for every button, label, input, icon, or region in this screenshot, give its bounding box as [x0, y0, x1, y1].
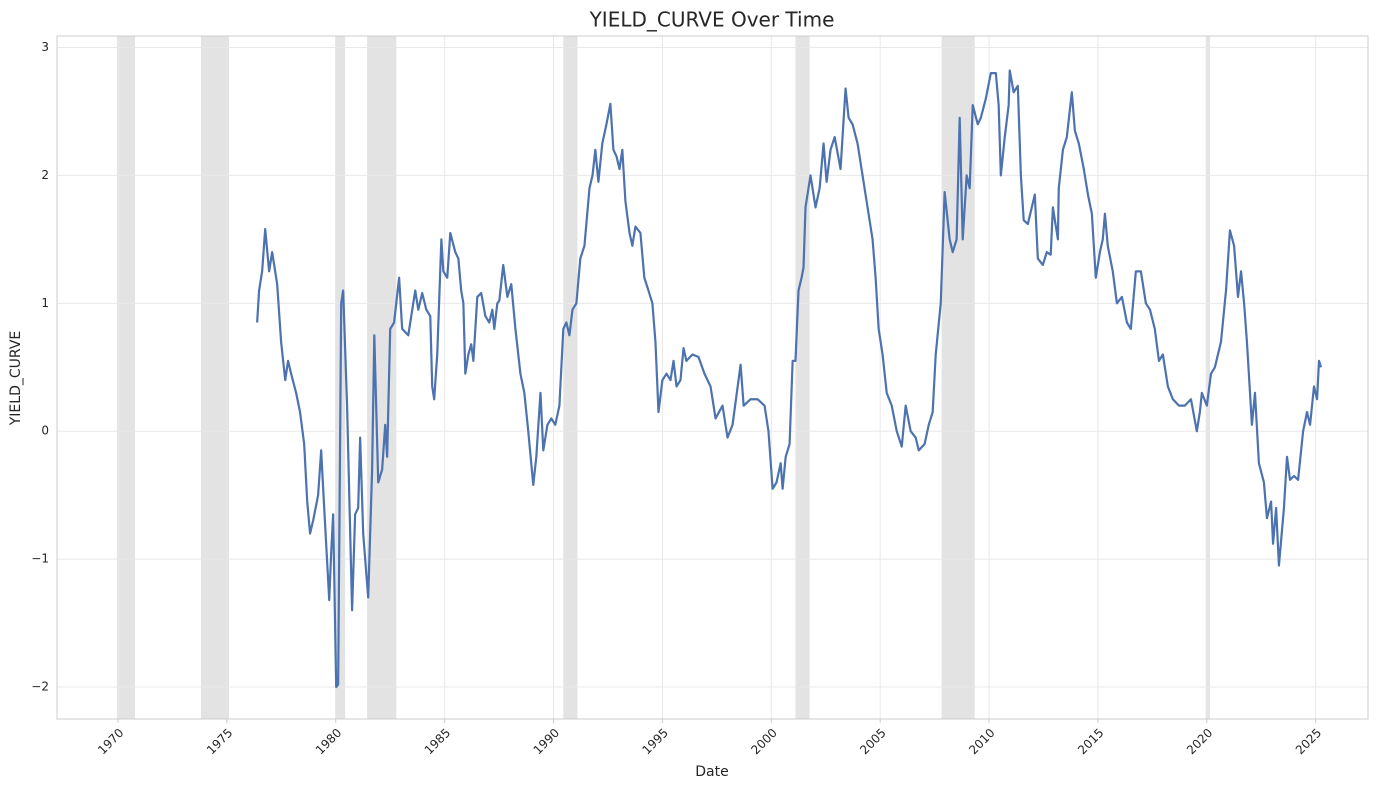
x-tick-label: 2000: [748, 726, 779, 757]
x-axis-label: Date: [695, 764, 728, 780]
x-tick-label: 1990: [531, 726, 562, 757]
y-axis-label: YIELD_CURVE: [8, 331, 24, 427]
y-tick-label: 2: [41, 168, 49, 182]
recession-band: [116, 36, 135, 719]
x-tick-label: 2010: [966, 726, 997, 757]
y-tick-label: 0: [41, 424, 49, 438]
x-tick-label: 2015: [1075, 726, 1106, 757]
x-tick-label: 1975: [204, 726, 235, 757]
x-tick-label: 2025: [1293, 726, 1324, 757]
x-tick-label: 2020: [1184, 726, 1215, 757]
x-tick-label: 1970: [95, 726, 126, 757]
y-tick-label: 1: [41, 296, 49, 310]
x-tick-label: 1980: [313, 726, 344, 757]
recession-band: [1205, 36, 1210, 719]
recession-band: [563, 36, 578, 719]
x-tick-label: 1995: [640, 726, 671, 757]
series-line: [256, 69, 1323, 689]
y-tick-label: −1: [31, 552, 49, 566]
recession-band: [200, 36, 230, 719]
plot-frame: [56, 35, 1369, 720]
chart-title: YIELD_CURVE Over Time: [589, 8, 835, 32]
x-tick-label: 2005: [857, 726, 888, 757]
plot-area: [57, 36, 1368, 719]
y-tick-label: −2: [31, 680, 49, 694]
recession-band: [367, 36, 397, 719]
recession-band: [795, 36, 810, 719]
y-tick-label: 3: [41, 40, 49, 54]
x-tick-label: 1985: [422, 726, 453, 757]
